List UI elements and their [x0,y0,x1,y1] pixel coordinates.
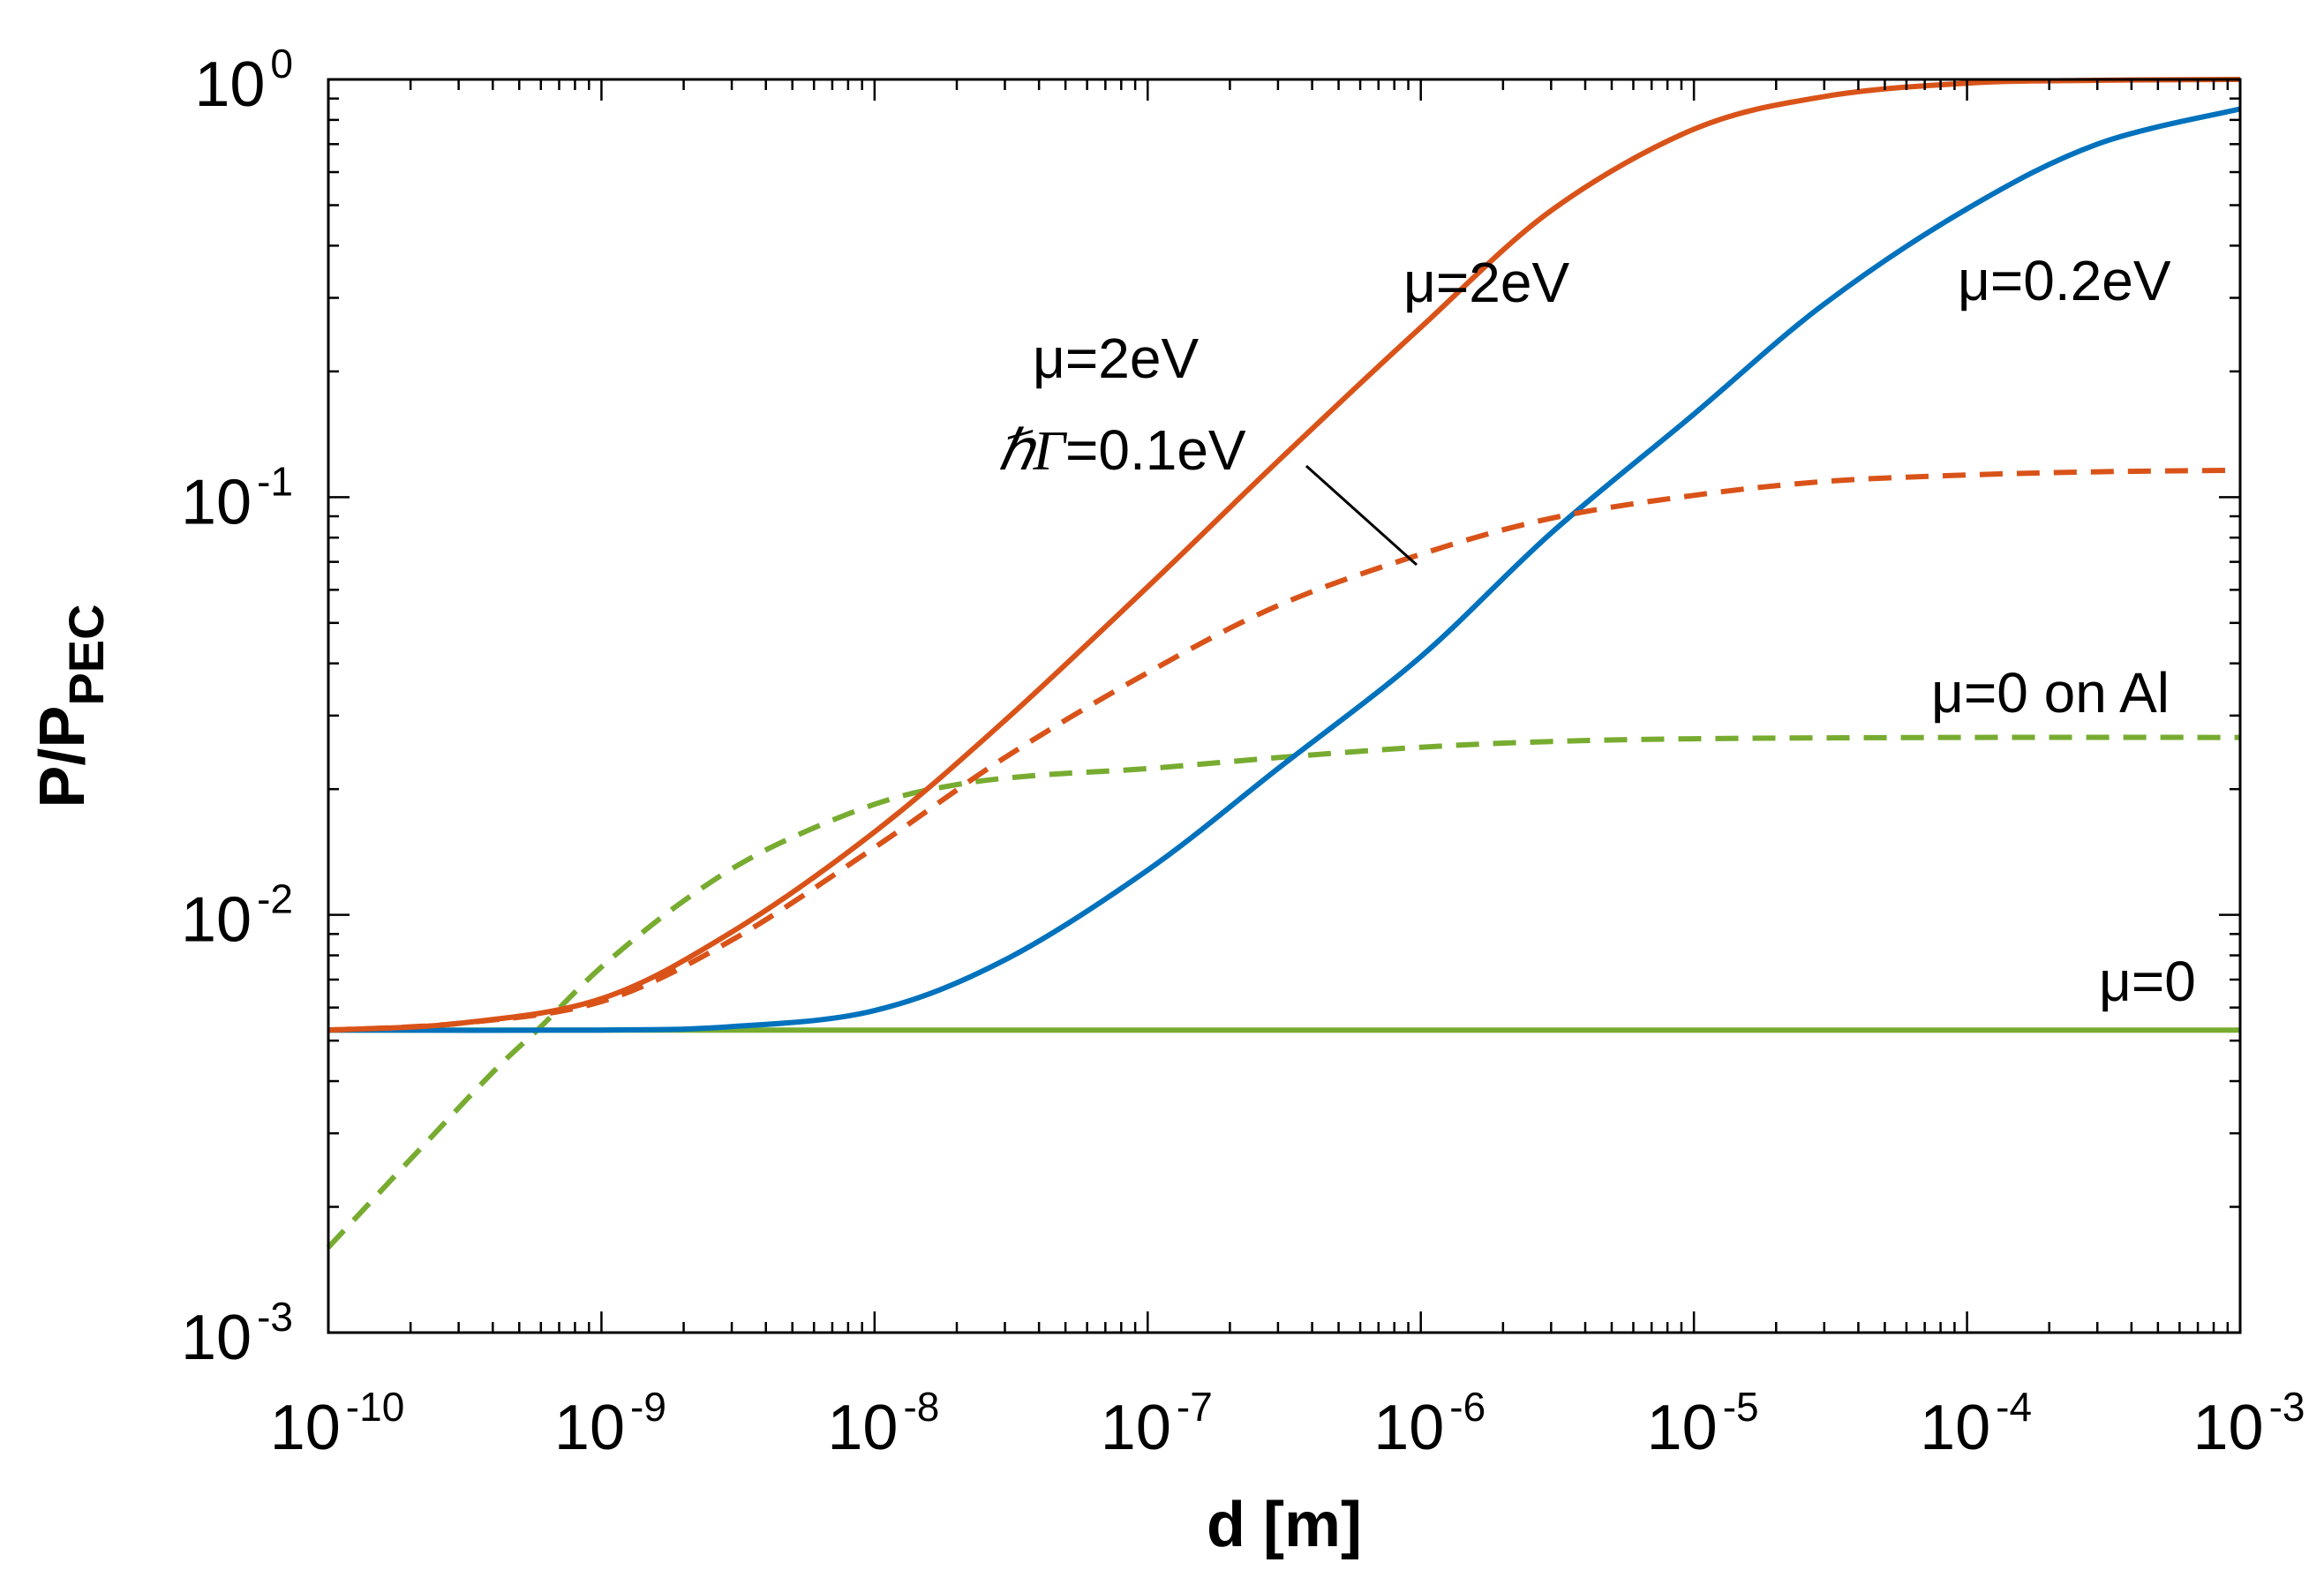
annotation-leader-line [1305,464,1418,567]
label-mu-0: μ=0 [2099,950,2196,1013]
y-tick-label-base: 10 [181,1303,252,1373]
x-tick-label-exponent: -6 [1449,1384,1485,1430]
tick-labels-layer: 10 -10 10 -9 10 -8 10 -7 10 -6 10 -5 10 -4 10 -310 010 -1… [181,41,2305,1463]
x-tick-label-exponent: -7 [1177,1384,1213,1430]
x-tick-label: 10 -5 [1647,1384,1759,1463]
x-tick-label-base: 10 [1647,1393,1718,1463]
x-tick-label: 10 -6 [1373,1384,1485,1463]
plot-frame [327,78,2242,1334]
y-tick-label-exponent: -1 [257,458,293,504]
label-mu-0p2ev: μ=0.2eV [1958,249,2171,312]
y-axis-title: P/PPEC [27,604,114,808]
series-line-mu-2ev [327,77,2241,1033]
x-tick-label-base: 10 [2193,1393,2264,1463]
y-tick-label-exponent: -3 [257,1294,293,1340]
x-tick-label-exponent: -9 [630,1384,666,1430]
x-tick-label-exponent: -8 [903,1384,939,1430]
y-tick-label: 10 0 [194,41,293,120]
y-tick-label: 10 -1 [181,458,293,537]
x-tick-label-exponent: -3 [2269,1384,2305,1430]
y-tick-label-exponent: -2 [257,876,293,922]
label-mu-2ev: μ=2eV [1403,251,1569,314]
y-tick-label: 10 -3 [181,1294,293,1373]
x-tick-label: 10 -9 [554,1384,666,1463]
x-tick-label-base: 10 [1373,1393,1444,1463]
x-tick-label: 10 -10 [270,1384,405,1463]
y-tick-label-exponent: 0 [270,41,293,86]
x-tick-label-base: 10 [1101,1393,1171,1463]
annotations: μ=2eV μ=0.2eV μ=2eV ℏΓ=0.1eV μ=0 on Al μ… [997,249,2196,1013]
x-tick-label: 10 -7 [1101,1384,1213,1463]
ticks-layer [327,78,2242,1334]
x-tick-label: 10 -8 [827,1384,939,1463]
x-axis-title: d [m] [1207,1490,1362,1560]
y-tick-label-base: 10 [181,467,252,537]
label-hgamma-damped: ℏΓ=0.1eV [997,418,1246,482]
x-tick-label-base: 10 [1920,1393,1990,1463]
y-axis-title-sub: PEC [58,604,114,705]
label-mu-2ev-damped: μ=2eV [1033,327,1199,390]
y-tick-label-base: 10 [194,49,265,120]
series-line-mu-0-on-al [326,734,2241,1250]
y-tick-label-base: 10 [181,885,252,956]
x-tick-label-base: 10 [270,1393,341,1463]
y-tick-label: 10 -2 [181,876,293,956]
svg-text:P/PPEC: P/PPEC [27,604,114,808]
x-tick-label-base: 10 [827,1393,898,1463]
label-hgamma-symbol: ℏΓ [997,419,1068,482]
x-tick-label-exponent: -4 [1996,1384,2032,1430]
x-tick-label: 10 -4 [1920,1384,2032,1463]
label-hgamma-value: =0.1eV [1065,418,1246,482]
series-line-mu-0-2ev [327,106,2241,1033]
x-tick-label: 10 -3 [2193,1384,2305,1463]
series-layer [326,77,2241,1250]
label-mu-0-on-al: μ=0 on Al [1931,661,2170,725]
y-axis-title-main: P/P [27,706,98,808]
x-tick-label-exponent: -10 [346,1384,404,1430]
series-line-mu-2ev-hgamma-0-1ev [327,467,2241,1033]
x-tick-label-exponent: -5 [1723,1384,1759,1430]
x-tick-label-base: 10 [554,1393,625,1463]
